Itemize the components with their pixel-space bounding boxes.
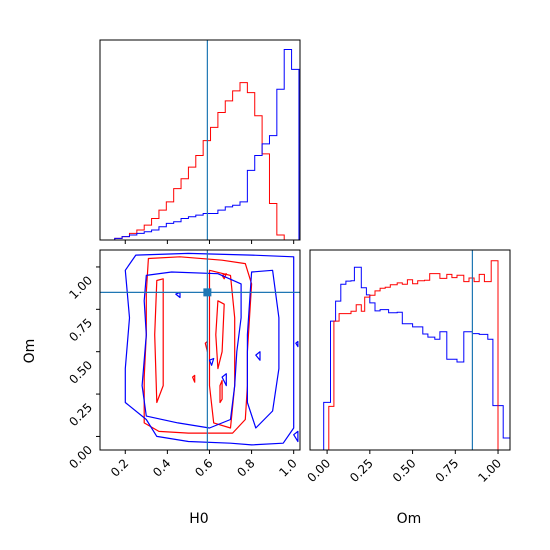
om-x-tick-label: 1.00 (475, 456, 504, 485)
contour-series-1-level-8 (221, 273, 227, 280)
h0-x-tick-label: 0.6 (192, 456, 215, 479)
h0-hist-series-1 (100, 82, 299, 241)
h0-hist-series-2 (100, 49, 300, 241)
om-y-tick-label: 0.75 (66, 316, 95, 345)
h0-om-contour-panel: 0.2 0.4 0.6 0.8 1.0 0.00 0.25 0.50 0.75 1.00 (66, 249, 301, 480)
contour-series-2-level-5 (208, 357, 215, 366)
contour-series-1-level-7 (192, 374, 196, 383)
contour-series-1-level-5 (219, 379, 223, 404)
om-x-tick-label: 0.50 (390, 456, 419, 485)
h0-marginal-histogram (99, 39, 301, 244)
om-y-tick-label: 0.00 (66, 443, 95, 472)
contour-series-2-level-3 (246, 269, 280, 429)
om-marginal-axis-label: Om (397, 511, 422, 527)
h0-x-tick-label: 0.2 (108, 456, 131, 479)
contour-series-2-level-7 (255, 351, 261, 361)
contour-series-2-level-6 (221, 373, 227, 387)
contour-series-1-level-2 (154, 278, 164, 404)
contour-series-2-level-8 (295, 340, 299, 348)
om-hist-series-2 (310, 260, 510, 451)
contour-series-2-level-2 (141, 271, 242, 429)
om-axis-label: Om (22, 339, 38, 364)
om-x-tick-label: 0.25 (347, 456, 376, 485)
om-hist-frame (309, 249, 511, 451)
contour-lines (124, 252, 299, 446)
contour-series-1-level-1 (143, 256, 253, 434)
h0-axis-label: H0 (189, 511, 208, 527)
truth-marker (203, 288, 212, 297)
contour-series-2-level-1 (124, 252, 295, 446)
h0-x-tick-label: 1.0 (276, 456, 299, 479)
om-hist-series-1 (310, 266, 510, 451)
contour-series-1-level-3 (208, 269, 236, 429)
om-y-tick-label: 1.00 (66, 273, 95, 302)
contour-series-2-level-4 (175, 291, 181, 299)
om-x-tick-label: 0.75 (433, 456, 462, 485)
contour-series-2-level-9 (293, 430, 299, 443)
contour-series-1-level-4 (215, 300, 225, 370)
om-y-tick-label: 0.50 (66, 358, 95, 387)
contour-frame (99, 249, 301, 451)
h0-x-tick-label: 0.8 (234, 456, 257, 479)
om-y-tick-label: 0.25 (66, 400, 95, 429)
om-marginal-histogram: 0.00 0.25 0.50 0.75 1.00 (304, 249, 511, 485)
h0-hist-frame (99, 39, 301, 241)
h0-x-tick-label: 0.4 (150, 456, 173, 479)
om-x-tick-label: 0.00 (304, 456, 333, 485)
